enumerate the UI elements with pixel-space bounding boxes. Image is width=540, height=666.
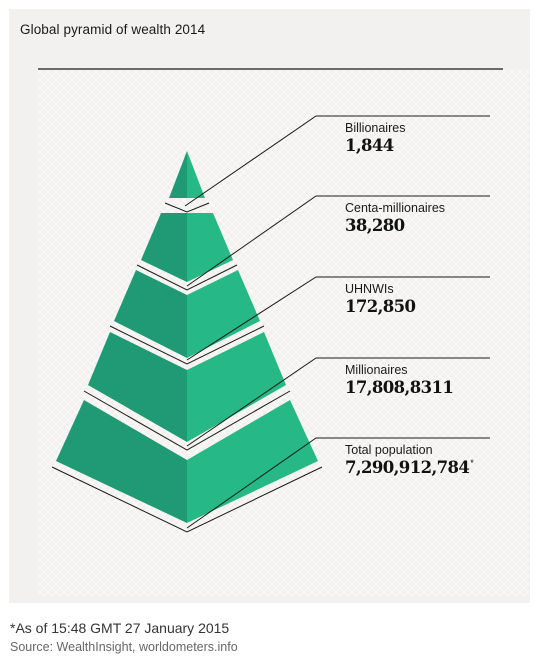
diagram-title: Global pyramid of wealth 2014 bbox=[20, 22, 206, 37]
tier-total-population-right-face bbox=[187, 400, 318, 523]
tier-billionaires bbox=[164, 151, 210, 213]
tier-centa-millionaires-left-face bbox=[141, 213, 187, 282]
tier-uhnwis bbox=[109, 270, 265, 365]
footnote-marker: * bbox=[470, 458, 474, 468]
tier-centa-millionaires-right-face bbox=[187, 213, 233, 282]
tier-uhnwis-right-face bbox=[187, 270, 260, 358]
tier-billionaires-left-face bbox=[169, 151, 187, 198]
leader-line-total-population bbox=[186, 437, 490, 529]
tier-centa-millionaires-separator bbox=[136, 264, 238, 291]
tier-centa-millionaires bbox=[136, 213, 238, 291]
leader-line-centa-millionaires bbox=[186, 195, 490, 287]
tier-billionaires-right-face bbox=[187, 151, 205, 198]
tier-value-uhnwis: 172,850 bbox=[345, 297, 416, 316]
hatched-background bbox=[38, 70, 529, 596]
footnote: *As of 15:48 GMT 27 January 2015 bbox=[10, 620, 230, 636]
tier-total-population-separator bbox=[51, 466, 323, 533]
tier-value-total-population: 7,290,912,784* bbox=[345, 458, 474, 477]
source-credit: Source: WealthInsight, worldometers.info bbox=[10, 640, 238, 654]
tier-millionaires bbox=[83, 332, 291, 451]
tier-uhnwis-separator bbox=[109, 325, 265, 365]
tier-label-total-population: Total population bbox=[345, 443, 433, 457]
tier-millionaires-left-face bbox=[88, 332, 187, 442]
tier-uhnwis-left-face bbox=[114, 270, 187, 358]
tier-value-billionaires: 1,844 bbox=[345, 136, 394, 155]
leader-line-millionaires bbox=[186, 357, 490, 447]
tier-millionaires-right-face bbox=[187, 332, 286, 442]
tier-total-population-left-face bbox=[56, 400, 187, 523]
tier-total-population bbox=[51, 400, 323, 533]
tier-label-uhnwis: UHNWIs bbox=[345, 282, 394, 296]
tier-label-centa-millionaires: Centa-millionaires bbox=[345, 201, 446, 215]
tier-label-millionaires: Millionaires bbox=[345, 363, 408, 377]
leader-line-billionaires bbox=[184, 115, 490, 207]
tier-billionaires-separator bbox=[164, 202, 210, 213]
tier-label-billionaires: Billionaires bbox=[345, 121, 406, 135]
tier-value-centa-millionaires: 38,280 bbox=[345, 216, 405, 235]
tier-value-total-population-number: 7,290,912,784 bbox=[345, 458, 470, 477]
leader-line-uhnwis bbox=[186, 276, 490, 361]
tier-millionaires-separator bbox=[83, 390, 291, 451]
tier-value-millionaires: 17,808,8311 bbox=[345, 378, 454, 397]
